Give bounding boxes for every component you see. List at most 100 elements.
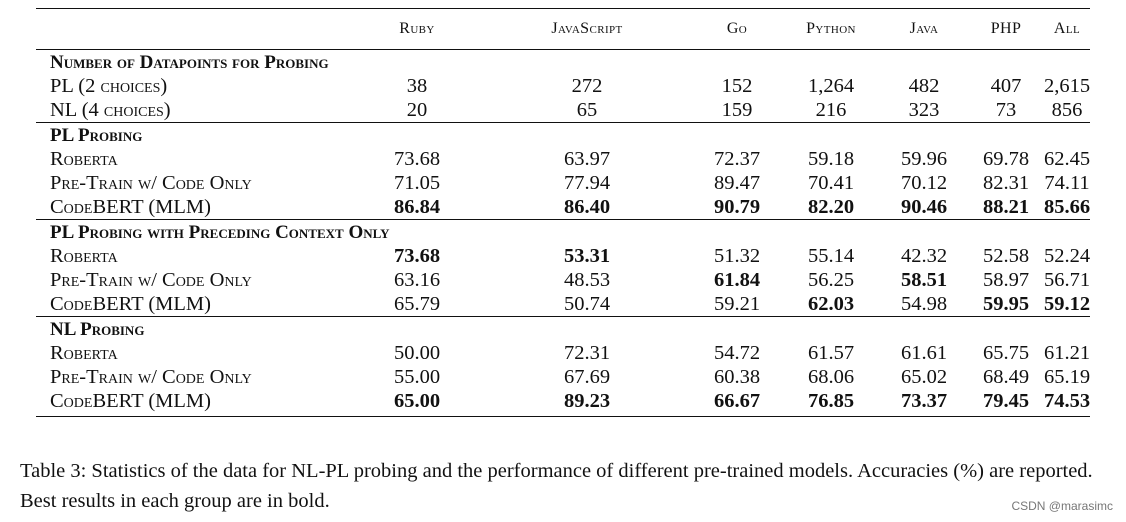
- table-cell: 323: [908, 99, 940, 121]
- table-cell: 60.38: [713, 366, 761, 388]
- table-cell: 58.97: [982, 269, 1030, 291]
- group-header-row: NL Probing: [36, 316, 1090, 341]
- group-header-row: PL Probing with Preceding Context Only: [36, 219, 1090, 244]
- table-cell: 65.00: [352, 389, 482, 417]
- table-cell: 65.02: [900, 366, 948, 388]
- table-caption: Table 3: Statistics of the data for NL-P…: [20, 460, 1093, 512]
- table-cell: 59.21: [713, 293, 761, 315]
- group-header-row: PL Probing: [36, 122, 1090, 147]
- table-cell: 89.23: [482, 389, 692, 417]
- group-title: Number of Datapoints for Probing: [36, 49, 1090, 74]
- table-cell: 65.19: [1044, 366, 1091, 388]
- table-cell: 73.68: [393, 245, 441, 267]
- column-header: Python: [806, 20, 856, 37]
- table-cell: 72.37: [713, 148, 761, 170]
- table-cell: 48.53: [563, 269, 611, 291]
- table-cell: 73.68: [393, 148, 441, 170]
- group-title: PL Probing with Preceding Context Only: [36, 219, 1090, 244]
- group-title: PL Probing: [36, 122, 1090, 147]
- table-cell: 70.41: [807, 172, 855, 194]
- table-cell: 54.72: [713, 342, 761, 364]
- row-label: Roberta: [50, 245, 118, 267]
- column-header: Ruby: [399, 20, 435, 37]
- table-cell: 71.05: [393, 172, 441, 194]
- table-cell: 52.58: [982, 245, 1030, 267]
- column-header-row: Ruby JavaScript Go Python Java PHP All: [36, 8, 1090, 50]
- table-row: Pre-Train w/ Code Only 71.05 77.94 89.47 70.…: [36, 171, 1090, 195]
- table-cell: 61.61: [900, 342, 948, 364]
- table-cell: 89.47: [713, 172, 761, 194]
- row-label: Roberta: [50, 148, 118, 170]
- table-cell: 88.21: [982, 196, 1030, 218]
- table-cell: 63.97: [563, 148, 611, 170]
- table-cell: 90.46: [900, 196, 948, 218]
- row-label: PL (2 choices): [50, 75, 168, 97]
- table-cell: 272: [571, 75, 603, 97]
- column-header: All: [1053, 20, 1081, 37]
- group-title: NL Probing: [36, 316, 1090, 341]
- table-cell: 50.00: [393, 342, 441, 364]
- table-cell: 65: [576, 99, 598, 121]
- column-header-label: [36, 9, 352, 50]
- results-table-container: Ruby JavaScript Go Python Java PHP All N…: [36, 8, 1090, 417]
- group-header-row: Number of Datapoints for Probing: [36, 49, 1090, 74]
- column-header: PHP: [990, 20, 1022, 37]
- table-cell: 50.74: [563, 293, 611, 315]
- table-cell: 2,615: [1044, 75, 1091, 97]
- table-cell: 51.32: [713, 245, 761, 267]
- table-cell: 54.98: [900, 293, 948, 315]
- row-label: NL (4 choices): [50, 99, 171, 121]
- table-cell: 72.31: [563, 342, 611, 364]
- table-cell: 52.24: [1044, 245, 1091, 267]
- table-cell: 55.00: [393, 366, 441, 388]
- table-body: Number of Datapoints for Probing PL (2 ch…: [36, 49, 1091, 417]
- table-cell: 68.06: [807, 366, 855, 388]
- table-row: PL (2 choices) 38 272 152 1,264 482 407 2,615: [36, 74, 1090, 98]
- row-label: CodeBERT (MLM): [36, 389, 352, 417]
- table-cell: 1,264: [807, 75, 855, 97]
- row-label: Pre-Train w/ Code Only: [50, 366, 252, 388]
- table-cell: 62.45: [1044, 148, 1091, 170]
- table-cell: 79.45: [968, 389, 1044, 417]
- row-label: CodeBERT (MLM): [50, 293, 211, 315]
- table-cell: 53.31: [563, 245, 611, 267]
- table-cell: 59.95: [982, 293, 1030, 315]
- table-cell: 86.84: [393, 196, 441, 218]
- table-row: Roberta 73.68 63.97 72.37 59.18 59.96 69.78 62.…: [36, 147, 1090, 171]
- table-row: CodeBERT (MLM) 65.79 50.74 59.21 62.03 54.98 5…: [36, 292, 1090, 317]
- table-cell: 90.79: [713, 196, 761, 218]
- table-cell: 38: [406, 75, 428, 97]
- table-cell: 61.57: [807, 342, 855, 364]
- table-cell: 407: [990, 75, 1022, 97]
- table-cell: 56.25: [807, 269, 855, 291]
- column-header: Go: [726, 20, 748, 37]
- table-row: CodeBERT (MLM) 86.84 86.40 90.79 82.20 90.46 8…: [36, 195, 1090, 220]
- table-cell: 62.03: [807, 293, 855, 315]
- table-row: Roberta 73.68 53.31 51.32 55.14 42.32 52.58 52.…: [36, 244, 1090, 268]
- table-cell: 82.20: [807, 196, 855, 218]
- table-cell: 61.84: [713, 269, 761, 291]
- table-cell: 74.53: [1044, 389, 1090, 417]
- table-cell: 65.79: [393, 293, 441, 315]
- table-cell: 85.66: [1044, 196, 1091, 218]
- table-row: Pre-Train w/ Code Only 55.00 67.69 60.38 68.…: [36, 365, 1090, 389]
- table-cell: 216: [815, 99, 847, 121]
- table-cell: 70.12: [900, 172, 948, 194]
- table-cell: 66.67: [692, 389, 782, 417]
- table-cell: 65.75: [982, 342, 1030, 364]
- table-cell: 61.21: [1044, 342, 1091, 364]
- table-cell: 74.11: [1044, 172, 1090, 194]
- table-cell: 482: [908, 75, 940, 97]
- table-cell: 82.31: [982, 172, 1030, 194]
- table-cell: 59.96: [900, 148, 948, 170]
- row-label: Roberta: [50, 342, 118, 364]
- table-cell: 67.69: [563, 366, 611, 388]
- row-label: Pre-Train w/ Code Only: [50, 172, 252, 194]
- table-cell: 56.71: [1044, 269, 1091, 291]
- table-cell: 76.85: [782, 389, 880, 417]
- table-row: Pre-Train w/ Code Only 63.16 48.53 61.84 56.…: [36, 268, 1090, 292]
- table-cell: 856: [1051, 99, 1083, 121]
- table-cell: 59.12: [1044, 293, 1091, 315]
- watermark: CSDN @marasimc: [1011, 499, 1113, 513]
- table-cell: 42.32: [900, 245, 948, 267]
